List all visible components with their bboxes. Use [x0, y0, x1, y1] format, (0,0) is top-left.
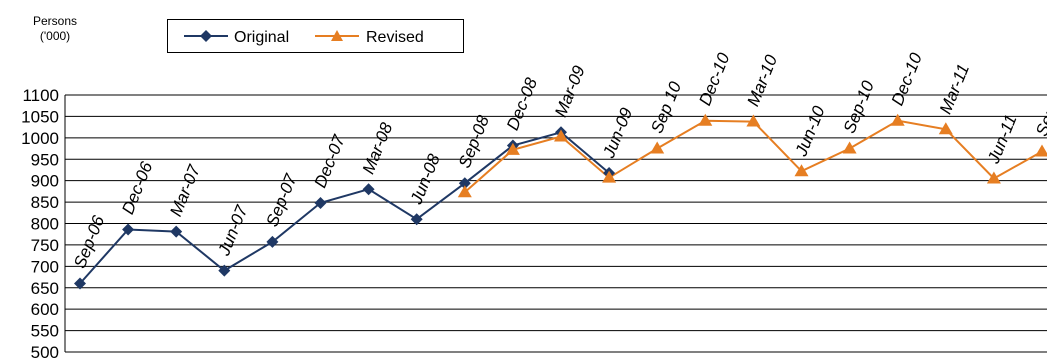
original-point-8: [458, 177, 471, 190]
x-tick-label-20: Sep-11: [1032, 82, 1047, 139]
x-tick-label-14: Mar-10: [743, 52, 781, 109]
x-tick-label-16: Sep-10: [840, 78, 878, 136]
y-tick-label-650: 650: [31, 279, 59, 298]
revised-point-8: [842, 141, 857, 154]
original-point-5: [314, 196, 327, 209]
revised-point-4: [650, 141, 665, 154]
chart-grid: [65, 94, 1047, 353]
y-unit-label: Persons ('000): [33, 14, 77, 44]
y-tick-label-700: 700: [31, 257, 59, 276]
x-tick-label-19: Jun-11: [984, 112, 1021, 167]
x-tick-label-3: Jun-07: [214, 202, 252, 259]
original-point-4: [266, 235, 279, 248]
original-point-0: [74, 277, 86, 290]
x-tick-label-2: Mar-07: [166, 162, 204, 219]
revised-point-6: [746, 114, 761, 127]
legend-entry-original: Original: [184, 29, 289, 46]
revised-point-12: [1035, 144, 1047, 157]
x-tick-label-4: Sep-07: [262, 171, 300, 229]
x-tick-label-12: Sep 10: [647, 78, 685, 136]
x-tick-label-10: Mar-09: [551, 62, 589, 119]
x-tick-label-18: Mar-11: [936, 61, 973, 117]
x-tick-label-13: Dec-10: [695, 50, 733, 108]
x-tick-label-11: Jun-09: [599, 105, 637, 162]
x-tick-label-15: Jun-10: [791, 103, 829, 160]
y-tick-label-750: 750: [31, 236, 59, 255]
x-tick-label-0: Sep-06: [70, 213, 108, 271]
revised-point-0: [457, 185, 472, 198]
original-point-1: [122, 223, 135, 236]
revised-point-11: [986, 171, 1001, 184]
original-point-7: [410, 213, 423, 226]
revised-point-5: [698, 113, 713, 126]
x-tick-labels: Sep-06 Dec-06 Mar-07 Jun-07 Sep-07 Dec-07 Mar-…: [70, 50, 1047, 271]
chart-legend: Original Revised: [167, 19, 464, 53]
y-tick-label-950: 950: [31, 150, 59, 169]
x-tick-label-5: Dec-07: [311, 132, 349, 190]
revised-point-2: [554, 129, 568, 142]
y-tick-label-550: 550: [31, 322, 59, 341]
y-tick-label-1050: 1050: [21, 107, 59, 126]
revised-point-7: [794, 164, 809, 177]
original-line: [79, 131, 610, 285]
original-point-2: [170, 225, 183, 238]
y-tick-label-1000: 1000: [21, 129, 59, 148]
y-axis: 1100 1050 1000 950 900 850 800 750 700 650 600 550 5…: [21, 86, 66, 360]
legend-revised-marker: [331, 30, 343, 41]
y-unit-line2: ('000): [39, 29, 71, 43]
revised-point-3: [602, 170, 617, 183]
y-unit-line1: Persons: [33, 14, 78, 28]
original-point-3: [218, 264, 231, 277]
y-tick-label-1100: 1100: [22, 86, 59, 105]
legend-original-marker: [200, 30, 212, 42]
x-tick-label-6: Mar-08: [359, 119, 397, 176]
y-tick-label-500: 500: [31, 343, 59, 360]
legend-original-label: Original: [234, 29, 289, 46]
x-tick-label-17: Dec-10: [888, 50, 926, 108]
legend-revised-label: Revised: [366, 29, 424, 46]
original-point-6: [362, 183, 375, 196]
legend-entry-revised: Revised: [315, 29, 424, 46]
y-tick-label-850: 850: [31, 193, 59, 212]
revised-point-10: [938, 122, 953, 135]
y-tick-label-900: 900: [31, 172, 59, 191]
x-tick-label-1: Dec-06: [118, 159, 156, 217]
revised-point-1: [505, 142, 520, 155]
y-tick-label-800: 800: [31, 215, 59, 234]
y-tick-label-600: 600: [31, 300, 59, 319]
revised-point-9: [890, 113, 905, 126]
x-tick-label-9: Dec-08: [503, 75, 541, 133]
series-markers: [74, 113, 1047, 290]
x-tick-label-8: Sep-08: [455, 112, 493, 170]
revised-line: [464, 119, 1043, 193]
